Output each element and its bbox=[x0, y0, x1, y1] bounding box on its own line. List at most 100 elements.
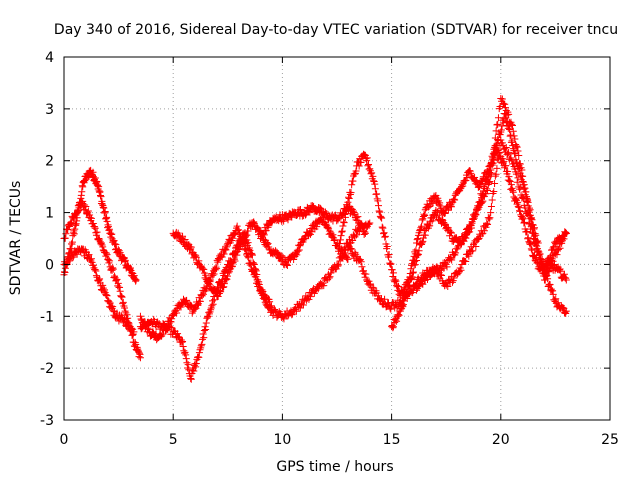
data-point-marker bbox=[103, 251, 111, 259]
data-point bbox=[121, 307, 129, 315]
data-point-marker bbox=[306, 293, 314, 301]
data-point-marker bbox=[409, 269, 417, 277]
data-point-marker bbox=[431, 265, 438, 273]
data-point bbox=[136, 323, 144, 331]
data-point-marker bbox=[377, 213, 385, 221]
series-track-k bbox=[388, 146, 570, 332]
data-point-marker bbox=[506, 177, 514, 185]
data-point-marker bbox=[516, 183, 524, 191]
data-point bbox=[189, 307, 197, 315]
data-point-marker bbox=[338, 227, 346, 235]
data-point-marker bbox=[513, 143, 521, 151]
data-point-marker bbox=[447, 255, 455, 263]
data-point-marker bbox=[474, 202, 482, 210]
data-point-marker bbox=[244, 254, 252, 262]
data-point-marker bbox=[191, 253, 199, 261]
data-point-marker bbox=[305, 295, 313, 303]
data-point bbox=[230, 255, 238, 263]
data-point-marker bbox=[196, 297, 204, 305]
data-point bbox=[178, 235, 186, 242]
data-point-marker bbox=[448, 229, 456, 237]
data-point-marker bbox=[119, 298, 127, 306]
data-point-marker bbox=[392, 277, 400, 285]
data-point-marker bbox=[192, 359, 200, 367]
data-point-marker bbox=[418, 216, 426, 224]
data-point bbox=[388, 266, 396, 274]
data-point-marker bbox=[341, 210, 349, 218]
data-point-marker bbox=[291, 305, 299, 313]
data-point-marker bbox=[516, 160, 524, 168]
data-point-marker bbox=[494, 120, 502, 128]
data-point-marker bbox=[385, 251, 393, 259]
data-point-marker bbox=[109, 303, 117, 311]
data-point-marker bbox=[116, 287, 124, 295]
data-point-marker bbox=[394, 312, 402, 320]
data-point-marker bbox=[499, 99, 507, 107]
data-point-marker bbox=[356, 256, 364, 264]
data-point-marker bbox=[233, 251, 241, 259]
data-point bbox=[366, 281, 374, 289]
data-point-marker bbox=[413, 252, 421, 260]
data-point bbox=[370, 177, 378, 185]
data-point-marker bbox=[347, 189, 355, 197]
data-point bbox=[198, 292, 206, 300]
data-point-marker bbox=[522, 208, 530, 216]
data-point bbox=[519, 193, 527, 201]
data-point-marker bbox=[479, 190, 487, 198]
data-point-marker bbox=[469, 247, 477, 255]
data-point-marker bbox=[457, 266, 465, 274]
data-point-marker bbox=[418, 240, 426, 248]
data-point-marker bbox=[487, 166, 495, 174]
data-point-marker bbox=[142, 322, 150, 330]
data-point-marker bbox=[340, 219, 348, 227]
data-point-marker bbox=[220, 283, 228, 291]
data-point-marker bbox=[170, 311, 178, 319]
data-point-marker bbox=[365, 220, 373, 228]
data-point-marker bbox=[469, 216, 477, 224]
data-point bbox=[440, 209, 448, 217]
data-point-marker bbox=[389, 324, 397, 332]
data-point bbox=[93, 177, 101, 185]
data-point-marker bbox=[223, 272, 231, 280]
data-point bbox=[99, 203, 107, 211]
data-point-marker bbox=[450, 195, 458, 203]
data-point-marker bbox=[561, 228, 569, 236]
data-point-marker bbox=[511, 135, 519, 143]
data-point-marker bbox=[529, 229, 537, 237]
data-point-marker bbox=[472, 210, 480, 218]
data-point bbox=[77, 245, 85, 253]
data-point-marker bbox=[121, 304, 129, 312]
data-point-marker bbox=[472, 242, 480, 250]
data-point-marker bbox=[503, 111, 511, 119]
data-point-marker bbox=[387, 260, 395, 268]
data-point bbox=[292, 250, 300, 258]
data-point-marker bbox=[220, 280, 228, 288]
data-point-marker bbox=[561, 308, 569, 316]
data-point bbox=[335, 240, 343, 248]
data-point-marker bbox=[553, 239, 561, 247]
data-point-marker bbox=[326, 273, 334, 281]
data-point-marker bbox=[527, 239, 535, 247]
data-point-marker bbox=[408, 274, 416, 282]
data-point-marker bbox=[352, 167, 360, 175]
data-point bbox=[396, 307, 404, 315]
data-point-marker bbox=[399, 301, 407, 309]
data-point-marker bbox=[103, 217, 111, 225]
data-point-marker bbox=[441, 210, 449, 218]
data-point-marker bbox=[89, 220, 97, 228]
data-point-marker bbox=[502, 107, 510, 114]
data-point-marker bbox=[320, 282, 328, 290]
data-point-marker bbox=[418, 239, 426, 247]
data-point-marker bbox=[209, 300, 217, 308]
data-point-marker bbox=[104, 256, 112, 264]
data-point-marker bbox=[560, 235, 568, 243]
y-tick-label: 4 bbox=[45, 50, 54, 66]
data-point-marker bbox=[491, 134, 499, 142]
data-point-marker bbox=[500, 157, 508, 165]
data-point bbox=[171, 307, 179, 315]
data-point-marker bbox=[546, 253, 554, 261]
data-point-marker bbox=[494, 155, 502, 163]
data-point-marker bbox=[386, 260, 394, 268]
axis-ticks: 0 5 10 15 20 25 -3 -2 -1 0 1 2 3 4 bbox=[40, 50, 619, 448]
data-point-marker bbox=[429, 199, 437, 207]
